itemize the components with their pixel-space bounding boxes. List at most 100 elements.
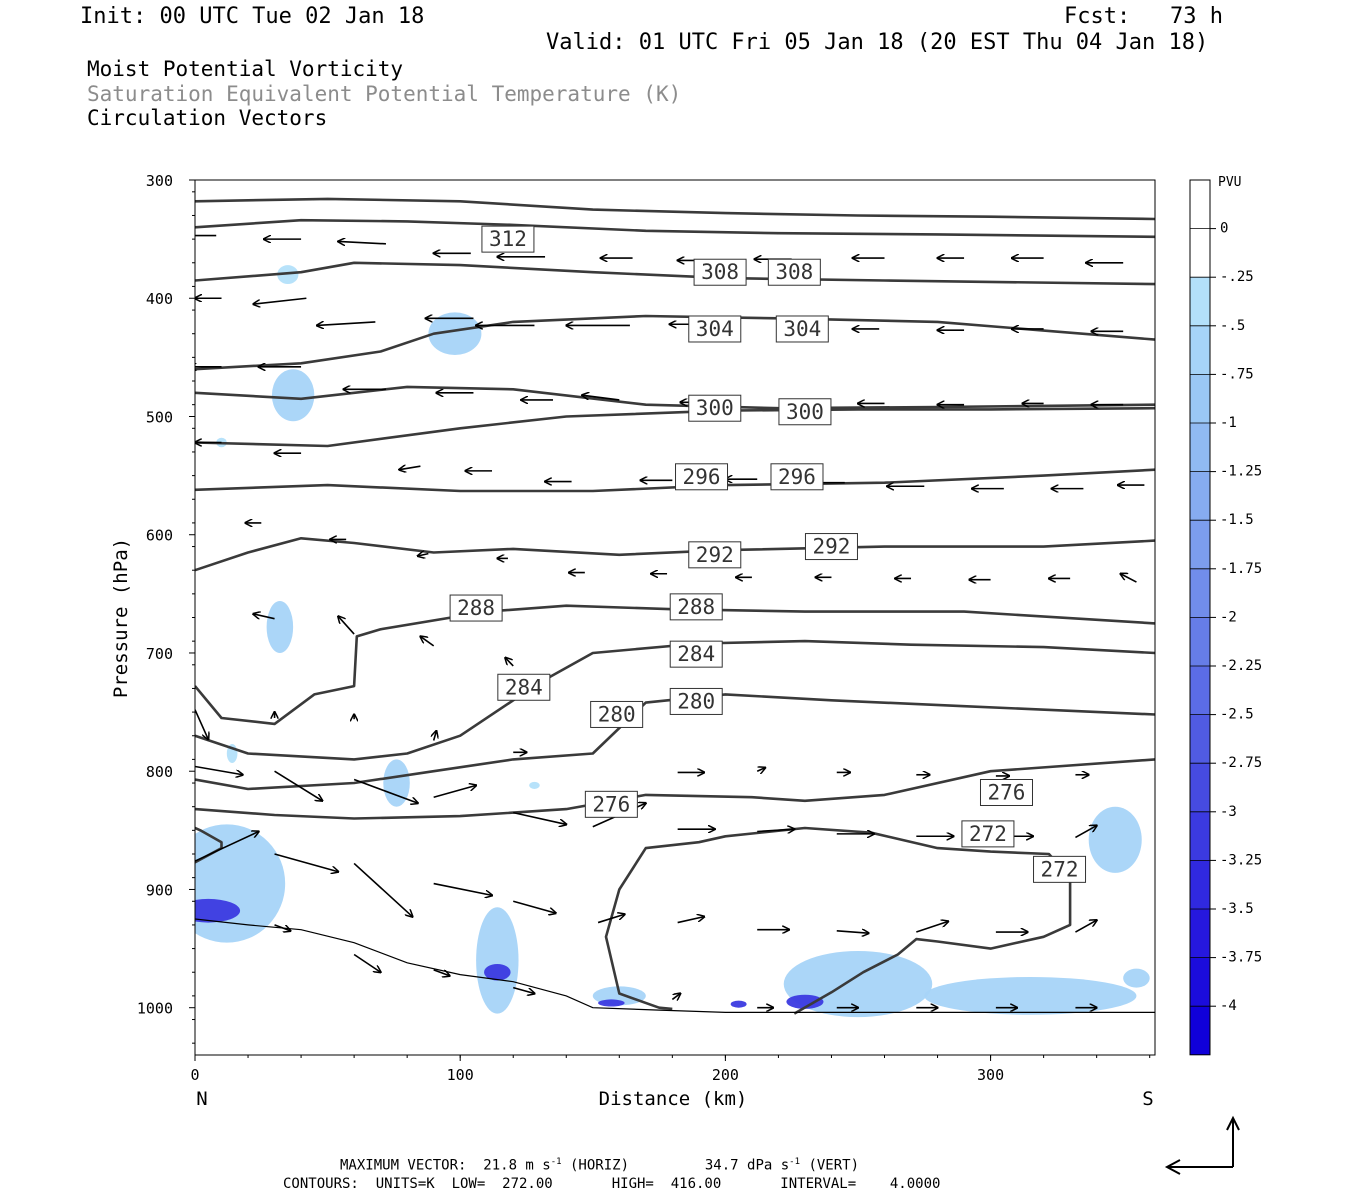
circulation-vector [274,770,323,801]
circulation-vector [513,986,534,994]
circulation-vector [353,862,412,916]
colorbar-swatch [1190,228,1210,278]
x-tick-label: 300 [977,1066,1004,1084]
colorbar-swatch [1190,763,1210,812]
contour-label: 292 [696,543,734,567]
colorbar-label: -3 [1220,804,1237,820]
contour-label-box [770,463,824,491]
theta-e-contour [195,197,1155,221]
ground-line [195,918,1155,1013]
theta-e-contour [195,261,1155,286]
colorbar-swatch [1190,471,1210,521]
contour-label-box [979,779,1033,806]
contour-label: 276 [988,781,1026,805]
colorbar-label: -3.25 [1220,852,1262,868]
circulation-vector [597,914,625,924]
mpv-region [383,759,410,807]
contour-info-line: CONTOURS: UNITS=K LOW= 272.00 HIGH= 416.… [283,1176,941,1192]
contour-label: 312 [489,227,527,251]
colorbar-label: -.75 [1220,366,1254,382]
field-title-mpv: Moist Potential Vorticity [87,57,404,81]
contour-label: 308 [775,260,813,284]
colorbar-swatch [1190,714,1210,764]
colorbar-swatch [1190,325,1210,375]
circulation-vector [274,853,339,872]
circulation-vector [353,953,381,972]
y-tick-label: 800 [146,763,173,781]
circulation-vector [195,709,208,740]
circulation-vector [505,658,514,667]
theta-e-contour [604,826,1072,1015]
colorbar-label: -1 [1220,415,1237,431]
contour-label: 288 [457,596,495,620]
contour-label-box [584,790,638,818]
contour-label-box [669,593,723,621]
terrain-profile [195,918,1155,1013]
colorbar-swatch [1190,909,1210,958]
colorbar-label: -2.25 [1220,658,1262,674]
colorbar-label: -1.5 [1220,512,1254,528]
field-title-vectors: Circulation Vectors [87,106,328,130]
colorbar-swatch [1190,277,1210,326]
circulation-vector [338,241,386,243]
y-tick-label: 900 [146,881,173,899]
theta-e-contour [195,314,1155,371]
circulation-vector [1121,574,1137,583]
colorbar-swatch [1190,666,1210,715]
colorbar: PVU 0 -.25 -.5 -.75 -1 -1.25 -1.5 -1.75 -2 -2.25 -2… [1189,175,1262,1056]
contour-label-box [688,394,742,422]
colorbar-swatch [1190,423,1210,472]
circulation-vector [420,636,435,647]
mpv-region [786,994,824,1009]
contour-label: 272 [969,822,1007,846]
circulation-vector [433,785,476,799]
colorbar-label: -2 [1220,609,1237,625]
colorbar-swatch [1190,860,1210,909]
colorbar-swatch [1190,374,1210,423]
mpv-region [195,898,241,923]
circulation-vector [1075,920,1096,933]
y-tick-label: 700 [146,645,173,663]
contour-label: 280 [598,702,636,726]
mpv-region [730,1000,747,1008]
x-tick-label: 0 [190,1066,199,1084]
circulation-vector [582,395,620,401]
south-label: S [1142,1088,1153,1110]
circulation-vector [317,322,376,326]
contour-label-box [688,315,742,343]
mpv-region [195,824,286,943]
contour-label: 288 [677,595,715,619]
mpv-region [1123,968,1150,988]
contour-label: 296 [778,465,816,489]
contour-label-box [693,258,747,286]
colorbar-swatch [1190,957,1210,1007]
contour-label: 276 [592,792,630,816]
circulation-vector [338,616,355,635]
colorbar-swatch [1190,180,1210,229]
colorbar-label: -2.75 [1220,755,1262,771]
y-tick-label: 1000 [137,1000,173,1018]
contour-label-box [669,640,723,668]
circulation-vector [756,768,765,772]
colorbar-unit: PVU [1218,175,1241,190]
mpv-region [1088,806,1142,873]
contour-label-box [778,398,832,426]
circulation-vector [916,921,948,933]
colorbar-swatch [1190,568,1210,618]
colorbar-label: -4 [1220,998,1237,1014]
colorbar-label: -3.5 [1220,901,1254,917]
theta-e-contour [195,468,1155,493]
valid-time: Valid: 01 UTC Fri 05 Jan 18 (20 EST Thu … [546,30,1209,55]
mpv-shading [195,265,1150,1018]
circulation-vector [353,778,418,803]
mpv-region [428,312,482,355]
circulation-vector [433,882,492,896]
theta-e-contour [195,385,1155,410]
theta-e-contour [195,758,1155,820]
colorbar-label: 0 [1220,221,1228,237]
contour-label-box [1033,855,1087,883]
circulation-vector [671,994,680,1000]
theta-e-contour [195,406,1155,448]
contour-label-box [767,258,821,286]
